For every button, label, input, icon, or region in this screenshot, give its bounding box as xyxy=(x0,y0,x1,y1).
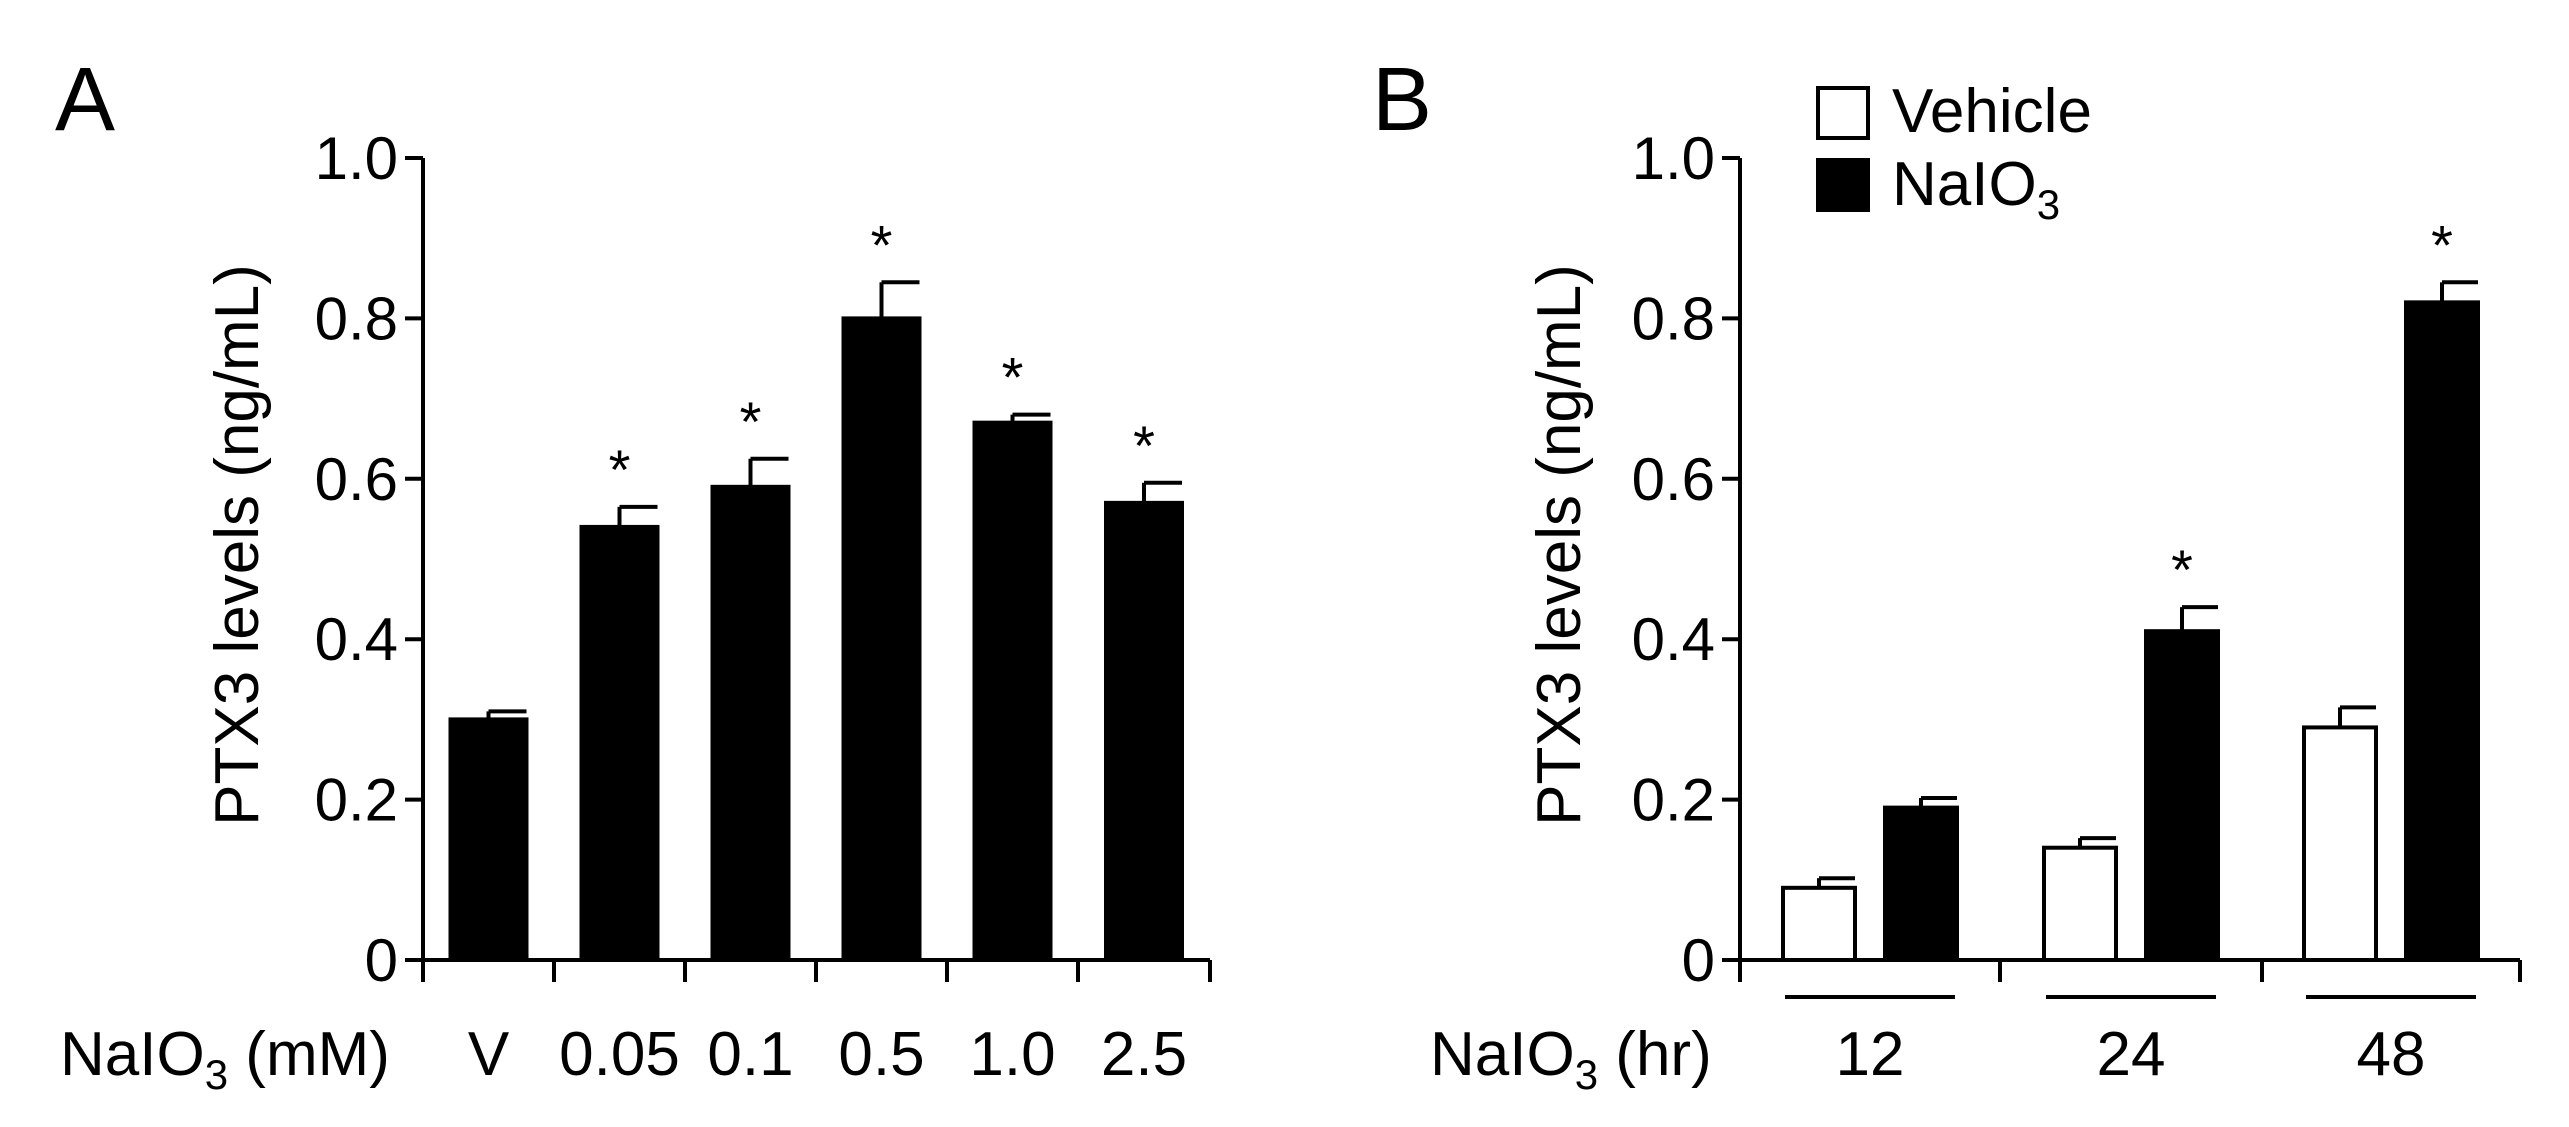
panel-b-x-axis-title: NaIO3 (hr) xyxy=(1430,1020,1712,1098)
panel-a-bar-naio3 xyxy=(972,420,1053,963)
panel-a-significance-star: * xyxy=(1002,346,1024,409)
legend-swatch-vehicle xyxy=(1816,86,1870,140)
legend-item-naio3: NaIO3 xyxy=(1816,150,2060,228)
legend-swatch-naio3 xyxy=(1816,158,1870,212)
panel-b-x-tick-label: 12 xyxy=(1836,1020,1905,1089)
panel-b-bar-naio3 xyxy=(2404,300,2480,962)
legend-item-vehicle: Vehicle xyxy=(1816,77,2092,146)
panel-a-y-axis-title: PTX3 levels (ng/mL) xyxy=(203,264,272,826)
panel-b-y-tick-label: 1.0 xyxy=(1632,125,1715,192)
panel-a-y-tick-label: 0 xyxy=(365,927,398,994)
panel-b-bar-vehicle xyxy=(2302,725,2378,962)
panel-a-x-axis-title: NaIO3 (mM) xyxy=(60,1020,390,1098)
panel-b-y-tick-label: 0.8 xyxy=(1632,285,1715,352)
panel-a: A PTX3 levels (ng/mL) NaIO3 (mM) xyxy=(55,50,390,1098)
chart-marks: 0 0.2 0.4 0.6 0.8 1.0 V 0.05 * 0.1 * 0.5 * 1.0 * 2.5 * 0 0… xyxy=(315,125,2522,1089)
legend: Vehicle NaIO3 xyxy=(1816,77,2092,228)
panel-b-significance-star: * xyxy=(2431,213,2453,276)
panel-b-bar-naio3 xyxy=(1883,805,1959,962)
panel-b-bar-vehicle xyxy=(1781,885,1857,963)
panel-a-bar-naio3 xyxy=(841,316,922,962)
panel-a-significance-star: * xyxy=(740,390,762,453)
panel-a-y-tick-label: 0.8 xyxy=(315,285,398,352)
panel-a-x-tick-label: 0.5 xyxy=(838,1020,924,1089)
panel-a-x-tick-label: 0.05 xyxy=(559,1020,680,1089)
panel-a-y-tick-label: 0.4 xyxy=(315,606,398,673)
panel-a-x-tick-label: V xyxy=(468,1020,510,1089)
panel-b: B PTX3 levels (ng/mL) NaIO3 (hr) Vehicle… xyxy=(1372,50,2092,1098)
panel-a-x-tick-label: 2.5 xyxy=(1101,1020,1187,1089)
panel-a-bar-naio3 xyxy=(1104,500,1184,962)
panel-b-bar-naio3 xyxy=(2144,629,2220,962)
panel-a-significance-star: * xyxy=(609,438,631,501)
legend-label-vehicle: Vehicle xyxy=(1892,77,2092,146)
panel-b-y-tick-label: 0.6 xyxy=(1632,446,1715,513)
panel-b-letter: B xyxy=(1372,50,1432,150)
legend-label-naio3: NaIO3 xyxy=(1892,150,2060,228)
panel-a-letter: A xyxy=(55,50,115,150)
panel-a-significance-star: * xyxy=(871,213,893,276)
panel-b-y-axis-title: PTX3 levels (ng/mL) xyxy=(1525,264,1594,826)
panel-b-x-tick-label: 48 xyxy=(2357,1020,2426,1089)
panel-a-bar-naio3 xyxy=(579,524,660,962)
panel-b-y-tick-label: 0.4 xyxy=(1632,606,1715,673)
panel-a-bar-naio3 xyxy=(710,484,791,962)
panel-b-y-tick-label: 0.2 xyxy=(1632,767,1715,834)
panel-b-y-tick-label: 0 xyxy=(1682,927,1715,994)
panel-b-significance-star: * xyxy=(2171,538,2193,601)
panel-a-x-tick-label: 0.1 xyxy=(707,1020,793,1089)
panel-a-significance-star: * xyxy=(1133,414,1155,477)
panel-a-y-tick-label: 0.6 xyxy=(315,446,398,513)
panel-a-y-tick-label: 1.0 xyxy=(315,125,398,192)
panel-a-y-tick-label: 0.2 xyxy=(315,767,398,834)
panel-a-bar-naio3 xyxy=(448,717,529,963)
panel-b-x-tick-label: 24 xyxy=(2097,1020,2166,1089)
panel-b-bar-vehicle xyxy=(2042,845,2118,962)
panel-a-x-tick-label: 1.0 xyxy=(969,1020,1055,1089)
